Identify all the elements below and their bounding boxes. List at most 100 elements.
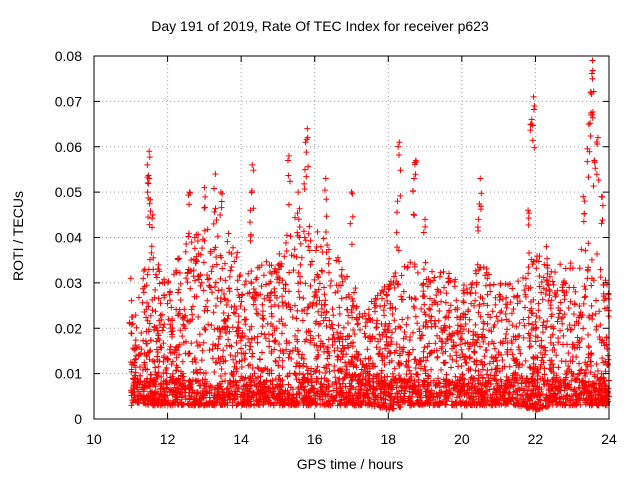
data-point	[146, 148, 153, 155]
data-point	[153, 274, 160, 281]
data-point	[401, 328, 408, 335]
data-point	[169, 358, 176, 365]
data-point	[266, 343, 273, 350]
data-point	[167, 343, 174, 350]
data-point	[522, 357, 529, 364]
data-point	[183, 275, 190, 282]
data-point	[538, 289, 545, 296]
data-point	[411, 175, 418, 182]
data-point	[475, 227, 482, 234]
x-tick-label: 12	[160, 431, 176, 447]
data-point	[472, 297, 479, 304]
data-point	[248, 353, 255, 360]
data-point	[565, 350, 572, 357]
data-point	[254, 339, 261, 346]
data-point	[211, 208, 218, 215]
data-point	[411, 263, 418, 270]
data-point	[140, 275, 147, 282]
data-point	[576, 370, 583, 377]
data-point	[336, 304, 343, 311]
data-point	[556, 310, 563, 317]
data-point	[279, 299, 286, 306]
data-point	[168, 328, 175, 335]
data-point	[593, 171, 600, 178]
data-point	[301, 234, 308, 241]
data-point	[143, 299, 150, 306]
data-point	[598, 220, 605, 227]
data-point	[503, 294, 510, 301]
data-point	[465, 306, 472, 313]
data-point	[279, 293, 286, 300]
data-point	[410, 188, 417, 195]
data-point	[300, 295, 307, 302]
data-point	[552, 269, 559, 276]
data-point	[297, 240, 304, 247]
data-point	[285, 152, 292, 159]
data-point	[307, 261, 314, 268]
data-point	[218, 198, 225, 205]
data-point	[271, 327, 278, 334]
data-point	[391, 317, 398, 324]
data-point	[318, 267, 325, 274]
data-point	[234, 286, 241, 293]
data-point	[498, 317, 505, 324]
data-point	[403, 321, 410, 328]
data-point	[283, 248, 290, 255]
data-point	[525, 314, 532, 321]
data-point	[301, 166, 308, 173]
data-point	[349, 213, 356, 220]
data-point	[259, 312, 266, 319]
data-point	[209, 289, 215, 296]
data-point	[525, 264, 532, 271]
data-point	[149, 307, 156, 314]
data-point	[589, 67, 596, 74]
data-point	[186, 201, 193, 208]
data-point	[206, 275, 213, 282]
data-point	[453, 297, 460, 304]
data-point	[393, 209, 400, 216]
data-point	[168, 361, 175, 368]
data-point	[553, 352, 560, 359]
data-point	[588, 282, 595, 289]
data-point	[581, 294, 588, 301]
data-point	[189, 303, 196, 310]
data-point	[227, 267, 234, 274]
data-point	[302, 237, 309, 244]
data-point	[395, 143, 402, 150]
data-point	[454, 314, 461, 321]
data-point	[404, 264, 411, 271]
data-point	[336, 375, 343, 382]
data-point	[279, 357, 286, 364]
data-point	[260, 272, 267, 279]
data-point	[336, 258, 343, 265]
data-point	[548, 297, 555, 304]
data-point	[399, 316, 406, 323]
data-point	[345, 320, 352, 327]
data-point	[224, 238, 231, 245]
data-point	[365, 306, 372, 313]
data-point	[212, 205, 219, 212]
data-point	[289, 314, 296, 321]
data-point	[470, 348, 477, 355]
data-point	[225, 230, 232, 237]
data-point	[522, 291, 529, 298]
data-point	[590, 183, 597, 190]
data-point	[457, 354, 464, 361]
data-point	[266, 338, 273, 345]
data-point	[582, 293, 589, 300]
data-point	[528, 343, 535, 350]
data-point	[442, 314, 449, 321]
data-point	[557, 261, 564, 268]
data-point	[373, 324, 380, 331]
data-point	[146, 356, 153, 363]
data-point	[261, 331, 268, 338]
data-point	[493, 313, 500, 320]
data-point	[228, 264, 235, 271]
data-point	[422, 259, 429, 266]
data-point	[502, 310, 509, 317]
data-point	[214, 233, 221, 240]
data-point	[194, 370, 201, 377]
data-point	[589, 57, 596, 64]
data-point	[296, 294, 303, 301]
data-point	[460, 299, 467, 306]
